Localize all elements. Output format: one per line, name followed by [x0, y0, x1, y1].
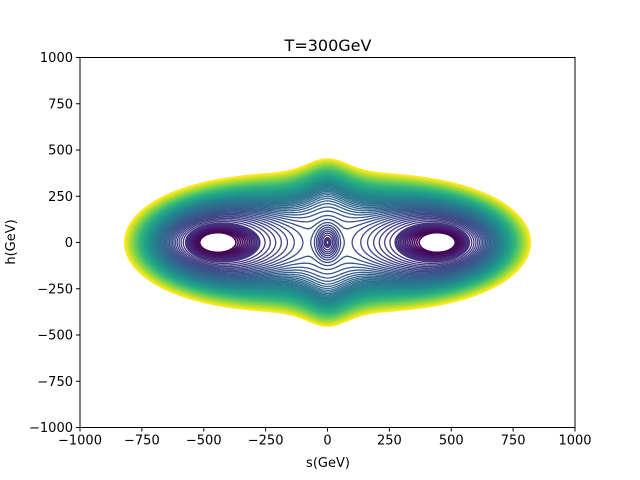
y-tick-label: 500 — [48, 144, 73, 159]
contour-line — [195, 229, 460, 256]
y-tick-label: 250 — [48, 190, 73, 205]
contour-line — [171, 212, 484, 273]
contour-line — [161, 195, 494, 290]
contour-line — [197, 230, 458, 255]
x-tick-label: −1000 — [58, 434, 102, 449]
x-axis-title: s(GeV) — [306, 456, 350, 471]
contour-line — [162, 197, 493, 288]
contour-line — [168, 210, 487, 275]
contour-line — [157, 189, 498, 296]
contour-line — [164, 203, 491, 282]
y-tick-label: 750 — [48, 97, 73, 112]
y-tick-label: 1000 — [40, 51, 73, 66]
y-tick-label: −500 — [37, 329, 73, 344]
contour-line — [198, 231, 457, 254]
contour-line — [167, 209, 488, 276]
chart-title: T=300GeV — [284, 36, 372, 55]
x-tick-label: 1000 — [558, 434, 591, 449]
contour-line — [180, 219, 475, 266]
x-tick-label: 750 — [501, 434, 526, 449]
contour-line — [166, 206, 489, 279]
x-tick-label: −750 — [124, 434, 160, 449]
contour-lines — [123, 158, 532, 327]
contour-line — [176, 216, 479, 269]
y-tick-label: −750 — [37, 375, 73, 390]
y-tick-label: −1000 — [29, 421, 73, 436]
contour-line — [178, 217, 477, 268]
x-tick-label: 250 — [377, 434, 402, 449]
contour-line — [123, 158, 532, 327]
contour-line — [163, 200, 492, 285]
contour-line — [184, 222, 471, 263]
x-axis: −1000 −750 −500 −250 0 250 500 750 1000 — [58, 427, 592, 449]
x-tick-label: −500 — [186, 434, 222, 449]
contour-line — [174, 215, 481, 270]
contour-line — [160, 194, 495, 291]
x-tick-label: 500 — [439, 434, 464, 449]
contour-line — [170, 211, 485, 274]
contour-line — [182, 220, 473, 265]
y-tick-label: −250 — [37, 282, 73, 297]
y-axis: −1000 −750 −500 −250 0 250 500 750 1000 — [29, 51, 80, 436]
contour-line — [159, 192, 496, 293]
x-tick-label: 0 — [323, 434, 331, 449]
y-tick-label: 0 — [65, 236, 73, 251]
contour-line — [173, 213, 482, 272]
y-axis-title: h(GeV) — [4, 219, 19, 264]
x-tick-label: −250 — [248, 434, 284, 449]
contour-line — [156, 188, 499, 297]
contour-line — [158, 190, 497, 295]
